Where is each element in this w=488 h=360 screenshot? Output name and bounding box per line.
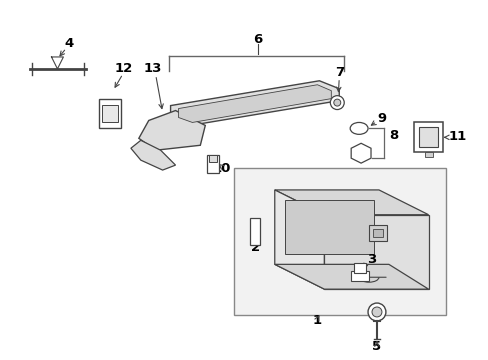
Ellipse shape [349, 122, 367, 134]
Text: 7: 7 [334, 66, 343, 79]
Text: 13: 13 [143, 62, 162, 75]
Bar [249, 218, 259, 246]
Text: 2: 2 [251, 241, 260, 254]
Text: 5: 5 [372, 340, 381, 353]
Polygon shape [274, 190, 427, 215]
Polygon shape [274, 190, 324, 289]
Polygon shape [350, 143, 370, 163]
Text: 10: 10 [213, 162, 231, 175]
Bar [209, 155, 217, 162]
Bar [368, 225, 386, 240]
Bar [413, 122, 443, 152]
Polygon shape [274, 264, 427, 289]
Polygon shape [284, 200, 373, 255]
Bar [207, 155, 219, 173]
Text: 6: 6 [253, 33, 262, 46]
Text: 8: 8 [388, 129, 397, 142]
Text: 9: 9 [376, 112, 386, 125]
Circle shape [330, 96, 344, 109]
Bar [350, 271, 368, 281]
Circle shape [367, 303, 385, 321]
Text: 11: 11 [447, 130, 466, 143]
Bar [99, 99, 121, 129]
Bar [424, 152, 432, 157]
Bar [234, 168, 446, 315]
Bar [418, 127, 438, 147]
Polygon shape [131, 140, 175, 170]
Circle shape [371, 307, 381, 317]
Polygon shape [139, 111, 205, 150]
Text: 4: 4 [64, 37, 74, 50]
Bar [353, 264, 366, 273]
Polygon shape [170, 81, 339, 125]
Text: 1: 1 [312, 314, 321, 327]
Text: 12: 12 [115, 62, 133, 75]
Text: 3: 3 [366, 253, 376, 266]
Polygon shape [178, 85, 331, 122]
Bar [372, 229, 382, 237]
Bar [102, 105, 118, 122]
Polygon shape [324, 215, 427, 289]
Circle shape [333, 99, 340, 106]
